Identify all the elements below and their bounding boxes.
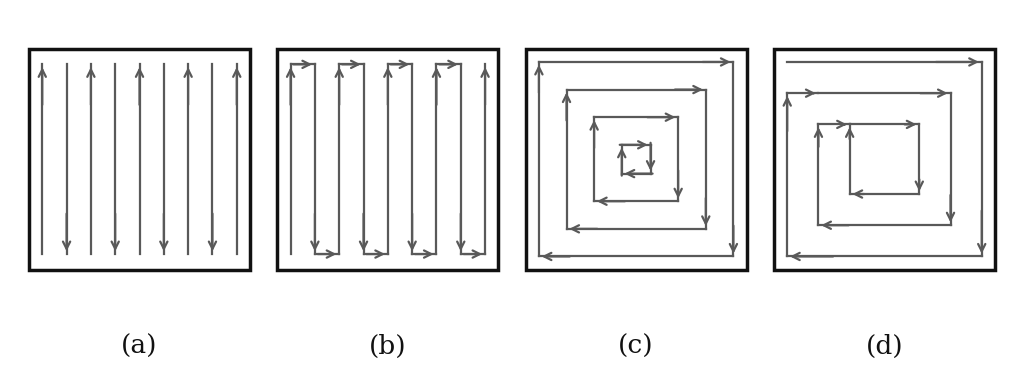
Text: (d): (d) <box>865 334 903 359</box>
Text: (a): (a) <box>121 334 158 359</box>
Text: (b): (b) <box>369 334 407 359</box>
Text: (c): (c) <box>618 334 654 359</box>
